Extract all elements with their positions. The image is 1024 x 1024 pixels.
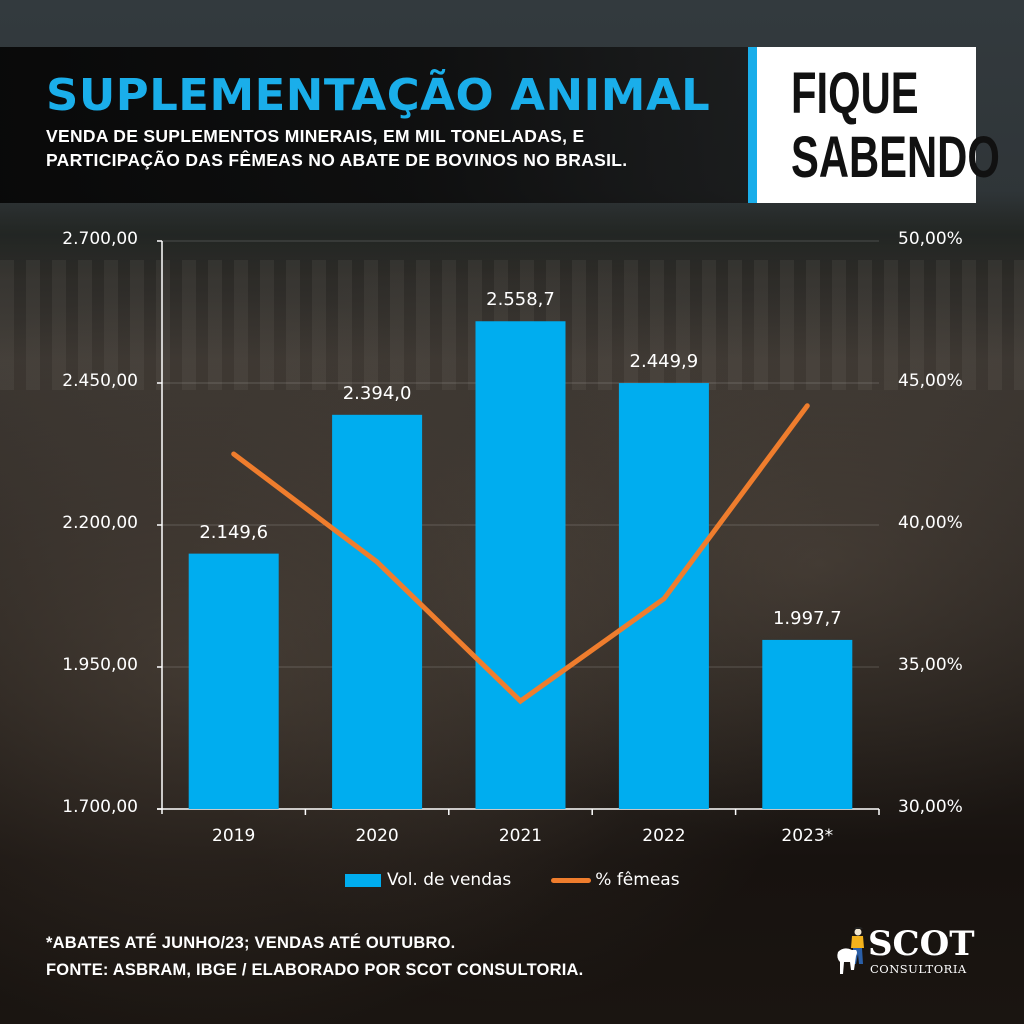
bar-value-label: 2.558,7: [486, 289, 555, 311]
y-right-tick-label: 45,00%: [898, 371, 963, 391]
bar-2021: [475, 321, 566, 809]
y-left-tick-label: 2.450,00: [62, 371, 138, 391]
bar-2020: [332, 414, 423, 809]
logo-consultoria-text: CONSULTORIA: [870, 962, 967, 976]
cowboy-calf-icon: [837, 927, 864, 974]
x-tick-label: 2023*: [781, 826, 834, 846]
bar-2023*: [762, 639, 853, 809]
chart-legend: Vol. de vendas % fêmeas: [345, 868, 680, 892]
x-tick-label: 2021: [498, 826, 543, 846]
bar-value-label: 2.394,0: [342, 382, 412, 404]
line-percent-femeas: [231, 403, 810, 705]
y-right-tick-label: 35,00%: [898, 655, 963, 675]
bar-value-label: 2.449,9: [629, 351, 699, 373]
bar-value-label: 2.149,6: [199, 521, 269, 543]
y-left-tick-label: 2.700,00: [62, 229, 138, 249]
badge-line-1: FIQUE: [791, 61, 919, 126]
header-band: [0, 47, 748, 203]
logo-scot-text: SCOT: [868, 924, 975, 964]
badge-line-2: SABENDO: [791, 125, 1000, 190]
background-treeline: [0, 190, 1024, 280]
bar-2019: [188, 553, 279, 809]
y-left-tick-label: 2.200,00: [62, 513, 138, 533]
y-right-tick-label: 30,00%: [898, 797, 963, 817]
y-right-tick-label: 50,00%: [898, 229, 963, 249]
subtitle: VENDA DE SUPLEMENTOS MINERAIS, EM MIL TO…: [46, 124, 746, 172]
bar-value-label: 1.997,7: [772, 607, 842, 629]
legend-line-label: % fêmeas: [595, 870, 680, 890]
fique-sabendo-badge: FIQUE SABENDO: [748, 47, 1000, 203]
x-tick-label: 2020: [355, 826, 399, 846]
legend-line-swatch-icon: [551, 877, 592, 883]
legend-bar-label: Vol. de vendas: [387, 870, 512, 890]
y-left-tick-label: 1.950,00: [62, 655, 138, 675]
page-title: SUPLEMENTAÇÃO ANIMAL: [46, 70, 711, 121]
legend-bar-swatch-icon: [345, 873, 381, 887]
scot-consultoria-logo: SCOT CONSULTORIA: [836, 924, 986, 986]
y-right-tick-label: 40,00%: [898, 513, 963, 533]
subtitle-line-2: PARTICIPAÇÃO DAS FÊMEAS NO ABATE DE BOVI…: [46, 150, 628, 170]
x-tick-label: 2019: [212, 826, 256, 846]
x-tick-label: 2022: [642, 826, 686, 846]
y-left-tick-label: 1.700,00: [62, 797, 138, 817]
footnote: *ABATES ATÉ JUNHO/23; VENDAS ATÉ OUTUBRO…: [46, 934, 456, 952]
subtitle-line-1: VENDA DE SUPLEMENTOS MINERAIS, EM MIL TO…: [46, 126, 585, 146]
source-note: FONTE: ASBRAM, IBGE / ELABORADO POR SCOT…: [46, 961, 584, 979]
